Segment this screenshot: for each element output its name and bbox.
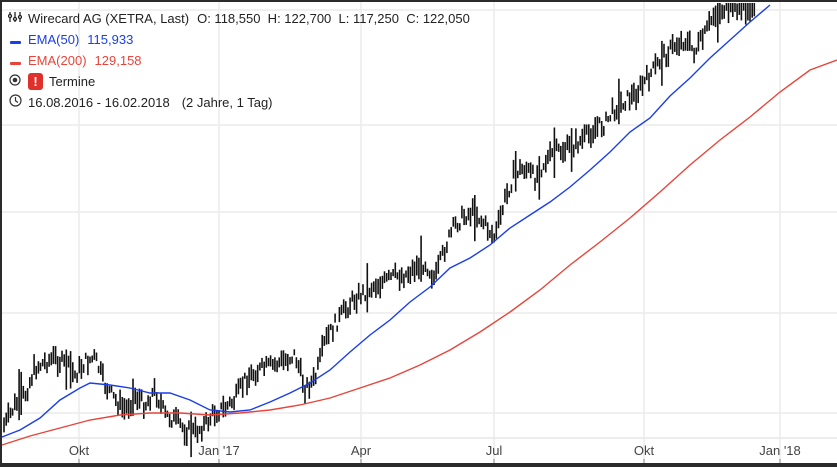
ohlc-values: O: 118,550 H: 122,700 L: 117,250 C: 122,… xyxy=(197,11,470,26)
radio-target-icon[interactable] xyxy=(8,71,22,92)
chart-legend: Wirecard AG (XETRA, Last) O: 118,550 H: … xyxy=(7,8,470,113)
events-label: Termine xyxy=(49,74,96,89)
x-tick-label: Apr xyxy=(350,443,372,458)
left-border xyxy=(0,0,2,467)
legend-ema50-row[interactable]: EMA(50) 115,933 xyxy=(8,29,470,50)
ema200-swatch-icon xyxy=(8,50,22,71)
x-tick-label: Jan '18 xyxy=(759,443,801,458)
top-border xyxy=(0,0,837,2)
ema200-label: EMA(200) xyxy=(28,53,87,68)
ema50-label: EMA(50) xyxy=(28,32,80,47)
indicator-settings-icon[interactable] xyxy=(7,8,23,29)
ema50-swatch-icon xyxy=(8,29,22,50)
bottom-border xyxy=(0,463,837,467)
legend-instrument-row[interactable]: Wirecard AG (XETRA, Last) O: 118,550 H: … xyxy=(7,8,470,29)
ema200-value: 129,158 xyxy=(94,53,142,68)
instrument-title: Wirecard AG (XETRA, Last) xyxy=(28,11,190,26)
clock-icon xyxy=(8,92,22,113)
x-tick-label: Okt xyxy=(633,443,655,458)
x-tick-label: Okt xyxy=(68,443,90,458)
legend-events-row[interactable]: ! Termine xyxy=(8,71,470,92)
legend-range-row[interactable]: 16.08.2016 - 16.02.2018 (2 Jahre, 1 Tag) xyxy=(8,92,470,113)
date-range-span: (2 Jahre, 1 Tag) xyxy=(181,95,273,110)
ema50-value: 115,933 xyxy=(87,32,134,47)
date-range: 16.08.2016 - 16.02.2018 xyxy=(28,95,170,110)
x-tick-label: Jan '17 xyxy=(198,443,240,458)
legend-ema200-row[interactable]: EMA(200) 129,158 xyxy=(8,50,470,71)
alert-exclamation-icon: ! xyxy=(28,73,43,90)
x-tick-label: Jul xyxy=(485,443,503,458)
